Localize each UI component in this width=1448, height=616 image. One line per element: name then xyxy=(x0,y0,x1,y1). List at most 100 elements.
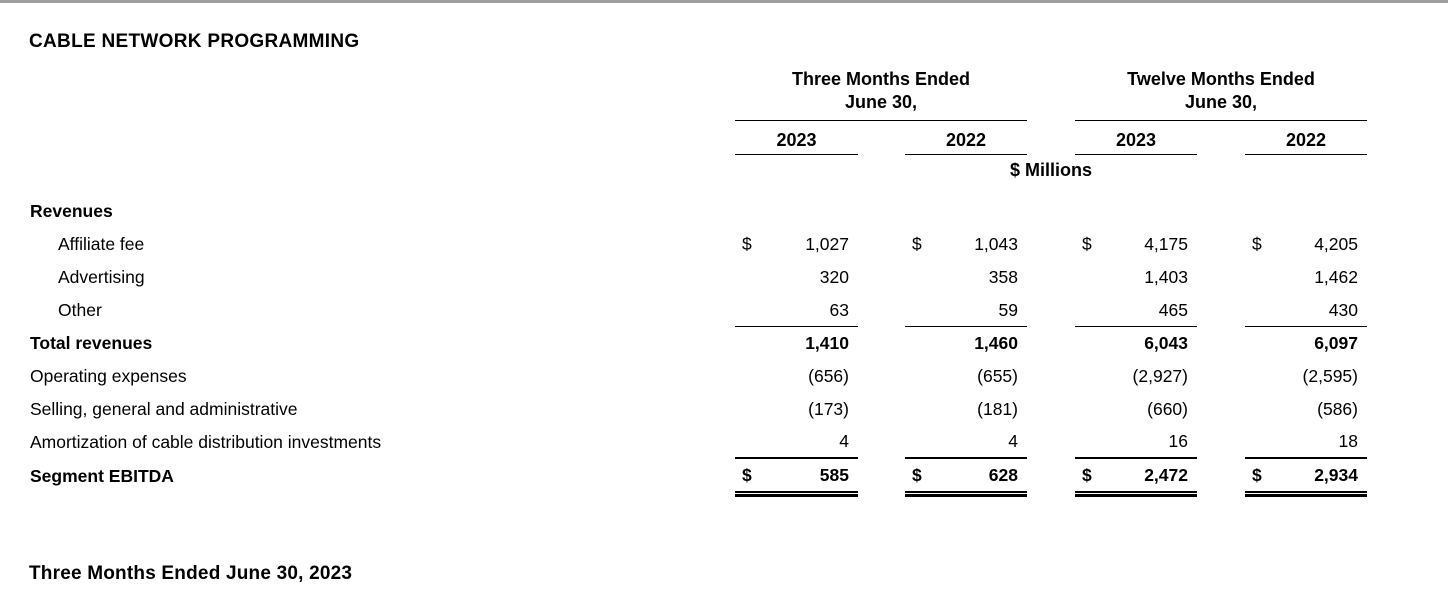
row-segment-ebitda: Segment EBITDA $585 $628 $2,472 $2,934 xyxy=(30,459,1448,497)
table-units-row: $ Millions xyxy=(30,155,1448,185)
value: 18 xyxy=(1338,431,1358,451)
financial-table: Three Months Ended June 30, Twelve Month… xyxy=(0,68,1448,497)
units-label: $ Millions xyxy=(1009,160,1092,180)
year-header: 2022 xyxy=(905,126,1027,155)
value: 1,043 xyxy=(974,234,1018,254)
value-cell: 465 xyxy=(1075,294,1197,327)
dollar-sign: $ xyxy=(1082,234,1092,254)
value: 1,460 xyxy=(974,333,1018,353)
value: 6,097 xyxy=(1314,333,1358,353)
value-cell: 4 xyxy=(735,426,858,459)
col-group-line2: June 30, xyxy=(844,92,918,112)
value-cell: $585 xyxy=(735,459,858,497)
value-cell: 320 xyxy=(735,261,858,294)
value-cell: 1,403 xyxy=(1075,261,1197,294)
value: 16 xyxy=(1168,431,1188,451)
value-cell: 18 xyxy=(1245,426,1367,459)
value: (660) xyxy=(1147,399,1188,419)
row-revenues-section: Revenues xyxy=(30,195,1448,228)
section-header: Revenues xyxy=(30,201,113,221)
value: 358 xyxy=(988,267,1018,287)
row-label: Operating expenses xyxy=(30,366,187,386)
value: (181) xyxy=(977,399,1018,419)
value: (2,927) xyxy=(1132,366,1188,386)
value-cell: 1,460 xyxy=(905,327,1027,360)
value: 63 xyxy=(829,299,849,320)
year-header: 2023 xyxy=(1075,126,1197,155)
value-cell: $2,472 xyxy=(1075,459,1197,497)
value-cell: (586) xyxy=(1245,393,1367,426)
value: 628 xyxy=(988,464,1018,485)
row-label: Advertising xyxy=(58,267,145,287)
row-label: Selling, general and administrative xyxy=(30,399,298,419)
value: 320 xyxy=(819,267,849,287)
row-operating-expenses: Operating expenses (656) (655) (2,927) (… xyxy=(30,360,1448,393)
dollar-sign: $ xyxy=(912,234,922,254)
footer-heading: Three Months Ended June 30, 2023 xyxy=(29,563,353,584)
value-cell: 59 xyxy=(905,294,1027,327)
row-amortization: Amortization of cable distribution inves… xyxy=(30,426,1448,459)
top-divider xyxy=(0,0,1448,3)
value-cell: (173) xyxy=(735,393,858,426)
value: 430 xyxy=(1328,299,1358,320)
value: (655) xyxy=(977,366,1018,386)
dollar-sign: $ xyxy=(1252,234,1262,254)
value-cell: $4,205 xyxy=(1245,228,1367,261)
col-group-three-months: Three Months Ended June 30, xyxy=(735,68,1027,121)
value: 1,410 xyxy=(805,333,849,353)
value: 465 xyxy=(1158,299,1188,320)
value: 1,403 xyxy=(1144,267,1188,287)
value-cell: 63 xyxy=(735,294,858,327)
value-cell: 4 xyxy=(905,426,1027,459)
row-other: Other 63 59 465 430 xyxy=(30,294,1448,327)
col-group-twelve-months: Twelve Months Ended June 30, xyxy=(1075,68,1367,121)
value-cell: $1,027 xyxy=(735,228,858,261)
value: (656) xyxy=(808,366,849,386)
value-cell: 358 xyxy=(905,261,1027,294)
value-cell: 1,462 xyxy=(1245,261,1367,294)
row-label: Total revenues xyxy=(30,333,153,353)
col-group-line1: Three Months Ended xyxy=(791,69,970,89)
value: 2,934 xyxy=(1314,464,1358,485)
year-header: 2023 xyxy=(735,126,858,155)
value-cell: $1,043 xyxy=(905,228,1027,261)
col-group-line1: Twelve Months Ended xyxy=(1127,69,1315,89)
value-cell: (660) xyxy=(1075,393,1197,426)
dollar-sign: $ xyxy=(912,464,922,485)
value: 4 xyxy=(839,431,849,451)
value-cell: $628 xyxy=(905,459,1027,497)
value: 4 xyxy=(1008,431,1018,451)
value-cell: 1,410 xyxy=(735,327,858,360)
dollar-sign: $ xyxy=(742,464,752,485)
value-cell: 430 xyxy=(1245,294,1367,327)
value-cell: (181) xyxy=(905,393,1027,426)
col-group-line2: June 30, xyxy=(1184,92,1258,112)
value: (586) xyxy=(1317,399,1358,419)
page-title: CABLE NETWORK PROGRAMMING xyxy=(29,31,360,52)
row-selling-general-administrative: Selling, general and administrative (173… xyxy=(30,393,1448,426)
value: 1,027 xyxy=(805,234,849,254)
value: 585 xyxy=(819,464,849,485)
value-cell: 6,043 xyxy=(1075,327,1197,360)
value-cell: (2,595) xyxy=(1245,360,1367,393)
page: CABLE NETWORK PROGRAMMING Three Months E… xyxy=(0,0,1448,584)
value-cell: 16 xyxy=(1075,426,1197,459)
year-header: 2022 xyxy=(1245,126,1367,155)
value-cell: (2,927) xyxy=(1075,360,1197,393)
dollar-sign: $ xyxy=(1082,464,1092,485)
dollar-sign: $ xyxy=(742,234,752,254)
table-year-headers: 2023 2022 2023 2022 xyxy=(30,126,1448,155)
value-cell: $4,175 xyxy=(1075,228,1197,261)
row-affiliate-fee: Affiliate fee $1,027 $1,043 $4,175 $4,20… xyxy=(30,228,1448,261)
value-cell: $2,934 xyxy=(1245,459,1367,497)
value-cell: (655) xyxy=(905,360,1027,393)
value: 4,175 xyxy=(1144,234,1188,254)
value-cell: (656) xyxy=(735,360,858,393)
value: (2,595) xyxy=(1302,366,1358,386)
row-label: Amortization of cable distribution inves… xyxy=(30,432,382,452)
value: 59 xyxy=(998,299,1018,320)
value: 1,462 xyxy=(1314,267,1358,287)
value: 6,043 xyxy=(1144,333,1188,353)
table-header-groups: Three Months Ended June 30, Twelve Month… xyxy=(30,68,1448,121)
value: 4,205 xyxy=(1314,234,1358,254)
